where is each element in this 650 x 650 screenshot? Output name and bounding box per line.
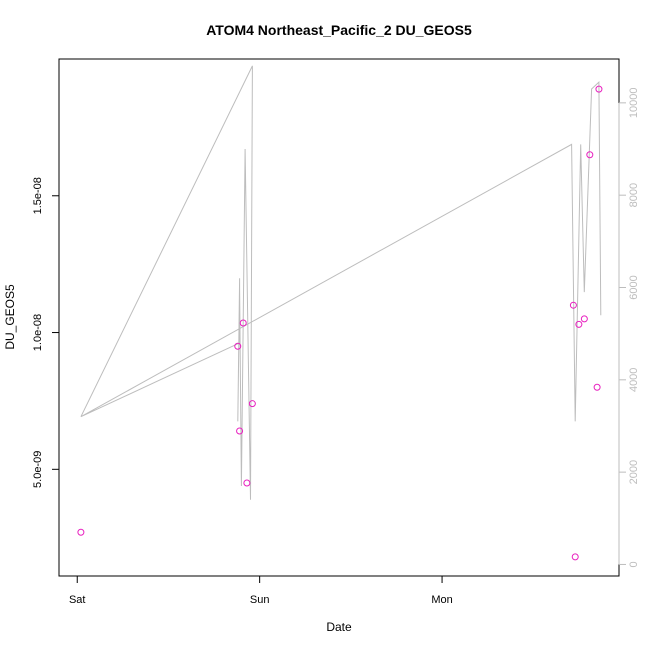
point-series-layer <box>77 85 603 561</box>
chart-title: ATOM4 Northeast_Pacific_2 DU_GEOS5 <box>206 22 472 38</box>
y-right-tick-label: 8000 <box>628 183 640 207</box>
y-axis-label: DU_GEOS5 <box>3 284 17 350</box>
data-point <box>239 319 247 327</box>
x-tick-label: Mon <box>431 594 452 606</box>
data-point <box>243 479 251 487</box>
data-point <box>77 528 85 536</box>
plot-frame <box>58 58 620 577</box>
y-axis-right: 0 2000 4000 6000 8000 10000 <box>618 88 640 568</box>
data-point <box>580 315 588 323</box>
y-axis-left: 5.0e-09 1.0e-08 1.5e-08 <box>32 177 60 488</box>
data-point <box>586 151 594 159</box>
data-point <box>569 301 577 309</box>
data-point <box>595 85 603 93</box>
data-point <box>248 400 256 408</box>
data-point <box>236 427 244 435</box>
y-left-tick-label: 1.5e-08 <box>32 177 44 214</box>
series-line <box>80 65 602 500</box>
data-point <box>571 553 579 561</box>
x-axis: Sat Sun Mon <box>69 575 453 606</box>
data-point <box>234 342 242 350</box>
y-right-tick-label: 2000 <box>628 460 640 484</box>
x-axis-label: Date <box>326 620 352 634</box>
line-series-layer <box>80 65 602 500</box>
x-tick-label: Sun <box>250 594 270 606</box>
data-point <box>593 383 601 391</box>
y-right-tick-label: 6000 <box>628 275 640 299</box>
y-left-tick-label: 5.0e-09 <box>32 451 44 488</box>
y-left-tick-label: 1.0e-08 <box>32 314 44 351</box>
data-point <box>575 320 583 328</box>
y-right-tick-label: 4000 <box>628 368 640 392</box>
y-right-tick-label: 0 <box>628 561 640 567</box>
y-right-tick-label: 10000 <box>628 88 640 119</box>
x-tick-label: Sat <box>69 594 86 606</box>
